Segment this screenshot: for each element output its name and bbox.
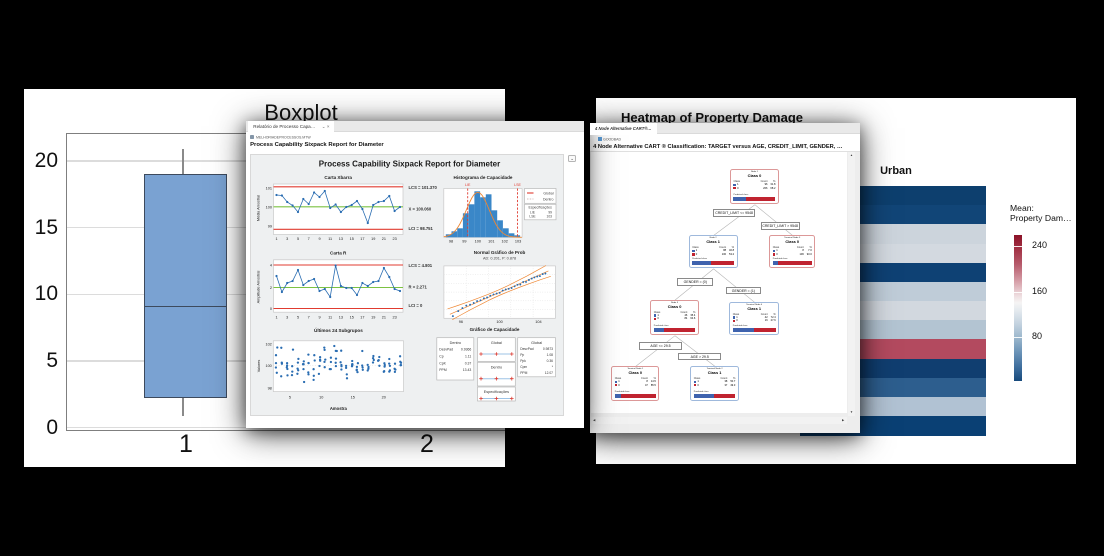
svg-text:0.9873: 0.9873 <box>543 347 553 351</box>
svg-text:13: 13 <box>339 237 343 241</box>
svg-text:AD: 0.201, P: 0.878: AD: 0.201, P: 0.878 <box>484 256 517 260</box>
svg-text:5: 5 <box>297 315 299 319</box>
svg-text:9: 9 <box>319 315 321 319</box>
svg-text:7: 7 <box>308 237 310 241</box>
svg-text:Cpm: Cpm <box>521 365 528 369</box>
svg-text:9: 9 <box>319 237 321 241</box>
svg-text:10: 10 <box>320 395 324 399</box>
svg-text:DesvPad: DesvPad <box>440 348 454 352</box>
svg-text:0: 0 <box>270 307 272 311</box>
svg-text:21: 21 <box>382 315 386 319</box>
svg-text:99: 99 <box>268 224 272 228</box>
svg-text:102: 102 <box>266 342 272 346</box>
svg-text:Valores: Valores <box>257 360 261 373</box>
svg-text:104: 104 <box>536 320 542 324</box>
svg-text:DesvPad: DesvPad <box>521 347 535 351</box>
svg-text:5: 5 <box>289 395 291 399</box>
svg-text:17: 17 <box>361 315 365 319</box>
svg-text:Especificações: Especificações <box>529 205 553 209</box>
svg-text:98: 98 <box>268 386 272 390</box>
svg-text:20: 20 <box>382 395 386 399</box>
svg-text:99: 99 <box>463 239 467 243</box>
svg-text:CpK: CpK <box>440 361 447 365</box>
svg-text:4: 4 <box>270 263 272 267</box>
svg-text:PPM: PPM <box>521 371 528 375</box>
svg-text:2: 2 <box>270 286 272 290</box>
svg-text:23: 23 <box>393 315 397 319</box>
svg-text:100: 100 <box>497 320 503 324</box>
svg-text:5: 5 <box>297 237 299 241</box>
svg-text:LCI = 98.751: LCI = 98.751 <box>409 226 434 231</box>
svg-text:Carta R: Carta R <box>331 250 348 255</box>
svg-text:13: 13 <box>339 315 343 319</box>
svg-text:Especificações: Especificações <box>484 390 509 394</box>
svg-text:Ppk: Ppk <box>521 359 527 363</box>
svg-text:*: * <box>552 365 554 369</box>
svg-text:103: 103 <box>547 214 553 218</box>
svg-text:Normal Gráfico de Prob: Normal Gráfico de Prob <box>474 250 526 255</box>
svg-text:Process Capability Sixpack Rep: Process Capability Sixpack Report for Di… <box>319 159 500 168</box>
svg-text:13.43: 13.43 <box>463 368 472 372</box>
svg-text:100: 100 <box>266 364 272 368</box>
svg-text:101: 101 <box>266 186 272 190</box>
svg-text:11: 11 <box>329 315 333 319</box>
svg-text:X = 100.060: X = 100.060 <box>409 206 432 211</box>
svg-text:0.37: 0.37 <box>465 361 472 365</box>
svg-text:Global: Global <box>491 341 502 345</box>
svg-text:LCS = 101.370: LCS = 101.370 <box>409 185 438 190</box>
svg-text:15: 15 <box>351 395 355 399</box>
svg-text:99: 99 <box>549 210 553 214</box>
svg-text:LSE: LSE <box>530 214 537 218</box>
svg-text:0.9366: 0.9366 <box>461 348 471 352</box>
svg-text:Carta Xbarra: Carta Xbarra <box>325 175 353 180</box>
svg-text:Global: Global <box>544 191 554 195</box>
svg-text:3: 3 <box>287 315 289 319</box>
svg-text:101: 101 <box>489 239 495 243</box>
svg-text:Gráfico de Capacidade: Gráfico de Capacidade <box>470 327 520 332</box>
svg-text:Global: Global <box>532 341 543 345</box>
svg-text:17: 17 <box>361 237 365 241</box>
svg-text:LIE: LIE <box>531 210 537 214</box>
svg-text:1: 1 <box>276 237 278 241</box>
svg-text:3: 3 <box>287 237 289 241</box>
svg-text:PPM: PPM <box>440 368 448 372</box>
svg-text:1.08: 1.08 <box>547 353 554 357</box>
svg-text:R = 2.271: R = 2.271 <box>409 284 428 289</box>
svg-text:Últimos 24 Subgrupos: Últimos 24 Subgrupos <box>315 327 364 333</box>
svg-text:Dentro: Dentro <box>450 341 461 345</box>
svg-text:11: 11 <box>329 237 333 241</box>
svg-text:1: 1 <box>276 315 278 319</box>
svg-text:15: 15 <box>350 315 354 319</box>
svg-text:12.07: 12.07 <box>545 371 553 375</box>
svg-text:15: 15 <box>350 237 354 241</box>
svg-text:100: 100 <box>266 205 272 209</box>
svg-text:21: 21 <box>382 237 386 241</box>
svg-text:98: 98 <box>449 239 453 243</box>
svg-text:LCI = 0: LCI = 0 <box>409 303 424 308</box>
svg-text:23: 23 <box>393 237 397 241</box>
svg-text:LCS = 4.801: LCS = 4.801 <box>409 263 433 268</box>
svg-text:19: 19 <box>372 315 376 319</box>
svg-text:Amplitude Amostral: Amplitude Amostral <box>257 270 261 303</box>
svg-text:1.11: 1.11 <box>465 354 471 358</box>
svg-text:103: 103 <box>515 239 521 243</box>
svg-text:7: 7 <box>308 315 310 319</box>
svg-text:Média Amostral: Média Amostral <box>257 195 261 221</box>
svg-text:Cp: Cp <box>440 354 444 358</box>
svg-text:Dentro: Dentro <box>491 365 502 369</box>
svg-text:100: 100 <box>475 239 481 243</box>
svg-text:LSE: LSE <box>515 183 522 187</box>
svg-text:19: 19 <box>372 237 376 241</box>
svg-text:Histograma de Capacidade: Histograma de Capacidade <box>454 175 513 180</box>
svg-text:Dentro: Dentro <box>543 197 554 201</box>
svg-text:Amostra: Amostra <box>330 406 348 411</box>
svg-text:LIE: LIE <box>465 183 471 187</box>
svg-text:102: 102 <box>502 239 508 243</box>
svg-text:0.36: 0.36 <box>547 359 554 363</box>
svg-text:96: 96 <box>459 320 463 324</box>
svg-text:Pp: Pp <box>521 353 525 357</box>
